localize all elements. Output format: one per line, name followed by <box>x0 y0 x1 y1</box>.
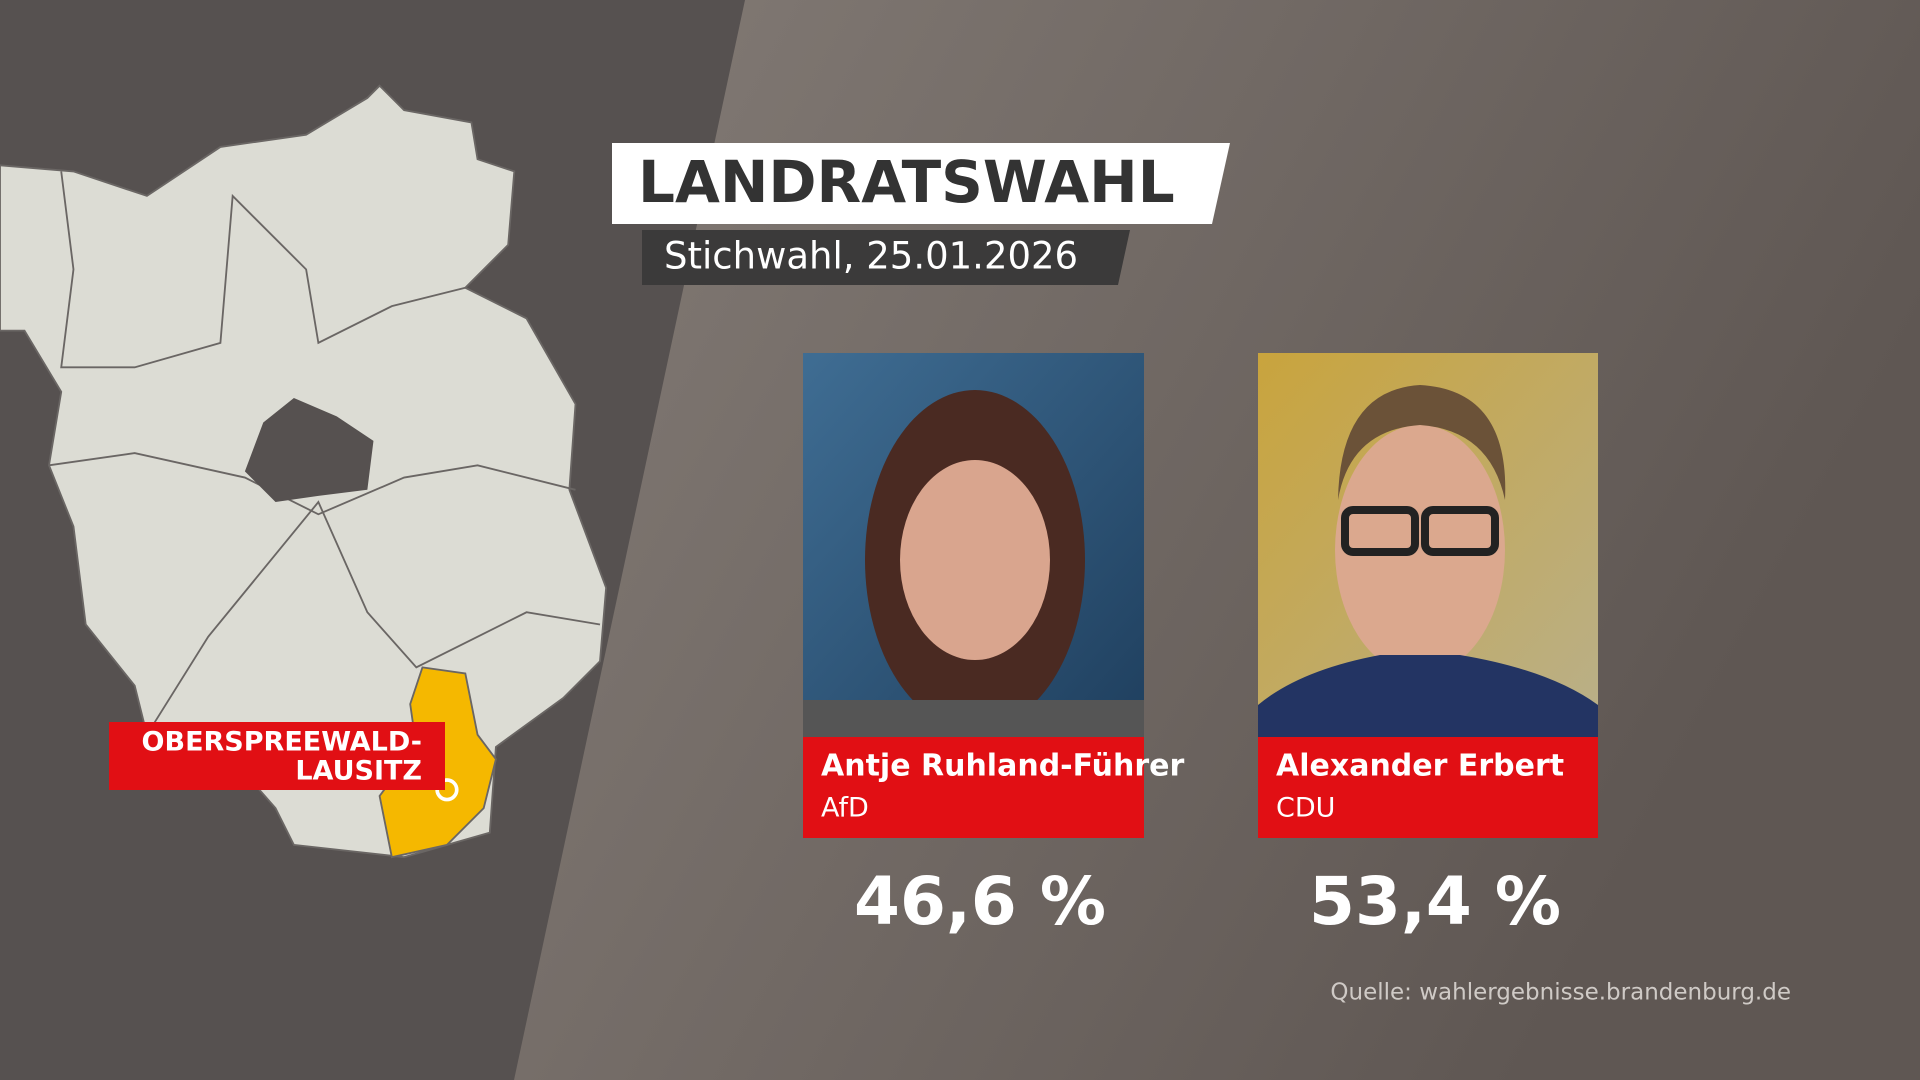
map-border <box>146 500 601 736</box>
candidate-name: Antje Ruhland-Führer <box>821 749 1184 784</box>
map-label: LAUSITZ <box>295 756 422 787</box>
map-border <box>60 171 466 369</box>
subtitle-box <box>642 230 1130 285</box>
candidate-party: CDU <box>1276 793 1335 824</box>
photo-glasses <box>1421 506 1499 556</box>
photo-face <box>1335 425 1505 675</box>
photo-suit <box>1258 655 1598 738</box>
candidate-party: AfD <box>821 793 869 824</box>
photo-shoulders <box>803 700 1144 738</box>
map <box>0 84 608 859</box>
candidate-name: Alexander Erbert <box>1276 749 1564 784</box>
candidate-result: 46,6 % <box>854 863 1106 940</box>
map-label-box <box>109 722 445 790</box>
map-label: OBERSPREEWALD- <box>142 727 422 758</box>
map-border <box>48 452 576 516</box>
title-box <box>612 143 1230 224</box>
source: Quelle: wahlergebnisse.brandenburg.de <box>1330 980 1791 1006</box>
candidate-box <box>803 737 1144 838</box>
photo-hair <box>1338 385 1506 500</box>
title: LANDRATSWAHL <box>638 148 1175 216</box>
candidate-result: 53,4 % <box>1309 863 1561 940</box>
photo-face <box>900 460 1050 660</box>
candidate-box <box>1258 737 1598 838</box>
photo-glasses <box>1341 506 1419 556</box>
map-berlin <box>244 397 374 503</box>
subtitle: Stichwahl, 25.01.2026 <box>664 235 1078 278</box>
